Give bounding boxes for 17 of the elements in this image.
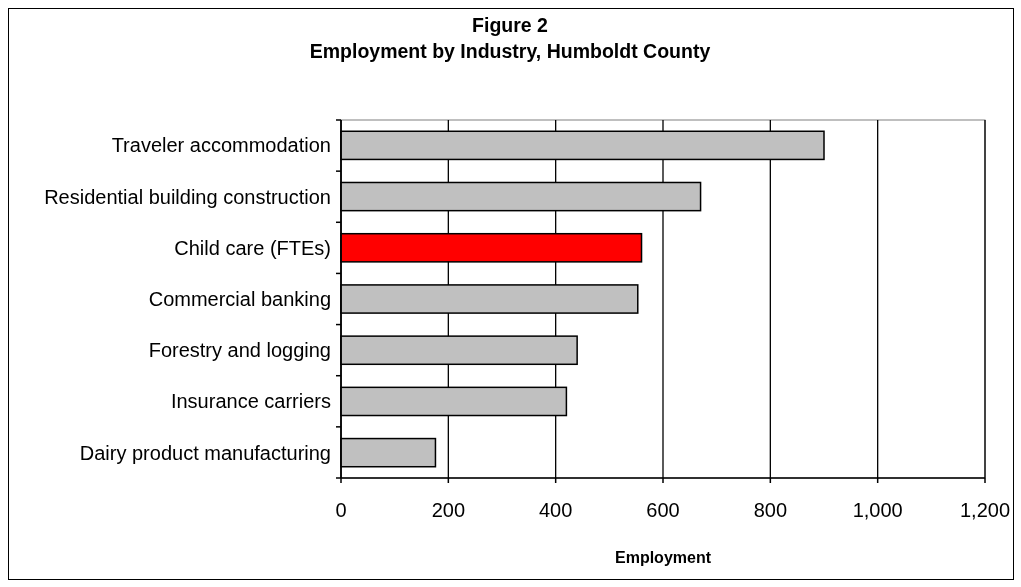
y-tick-label: Insurance carriers xyxy=(170,390,331,413)
y-tick-label: Forestry and logging xyxy=(148,339,331,362)
y-tick-label: Residential building construction xyxy=(44,185,331,208)
y-tick-label: Traveler accommodation xyxy=(111,134,331,157)
y-tick-label: Commercial banking xyxy=(148,288,331,310)
x-tick-label: 1,200 xyxy=(959,499,1011,521)
x-tick-label: 600 xyxy=(646,499,680,521)
y-tick-label: Child care (FTEs) xyxy=(174,236,331,259)
chart-subtitle: Employment by Industry, Humboldt County xyxy=(309,40,711,62)
x-tick-label: 200 xyxy=(431,499,466,521)
y-tick-label: Dairy product manufacturing xyxy=(79,441,331,464)
x-axis-title: Employment xyxy=(614,549,712,566)
x-tick-label: 0 xyxy=(335,499,347,521)
chart-title: Figure 2 xyxy=(472,14,549,36)
x-tick-label: 400 xyxy=(538,499,573,521)
x-tick-label: 800 xyxy=(753,499,788,521)
x-tick-label: 1,000 xyxy=(852,499,903,521)
